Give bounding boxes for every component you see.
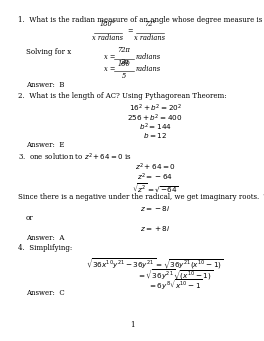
Text: 1: 1 — [130, 321, 134, 329]
Text: =: = — [127, 27, 133, 35]
Text: 5: 5 — [122, 72, 126, 80]
Text: 2π: 2π — [120, 58, 128, 65]
Text: or: or — [26, 214, 34, 222]
Text: Since there is a negative under the radical, we get imaginary roots.  Thus: Since there is a negative under the radi… — [18, 193, 264, 201]
Text: 1.  What is the radian measure of an angle whose degree measure is 72°: 1. What is the radian measure of an angl… — [18, 16, 264, 24]
Text: $z = -8i$: $z = -8i$ — [140, 204, 170, 213]
Text: $= \sqrt{36y^{21}}\sqrt{(x^{10}-1)}$: $= \sqrt{36y^{21}}\sqrt{(x^{10}-1)}$ — [137, 268, 213, 283]
Text: Answer:  E: Answer: E — [26, 141, 64, 149]
Text: 4.  Simplifying:: 4. Simplifying: — [18, 244, 72, 252]
Text: radians: radians — [136, 53, 161, 61]
Text: $z = +8i$: $z = +8i$ — [140, 224, 170, 233]
Text: 180°: 180° — [100, 19, 116, 28]
Text: x =: x = — [104, 65, 115, 73]
Text: $\sqrt{z^2} = \sqrt{-64}$: $\sqrt{z^2} = \sqrt{-64}$ — [132, 182, 178, 195]
Text: Solving for x: Solving for x — [26, 48, 71, 56]
Text: Answer:  C: Answer: C — [26, 289, 65, 297]
Text: $16^2 + b^2 = 20^2$: $16^2 + b^2 = 20^2$ — [129, 103, 181, 114]
Text: $256 + b^2 = 400$: $256 + b^2 = 400$ — [127, 113, 183, 124]
Text: radians: radians — [136, 65, 161, 73]
Text: x =: x = — [104, 53, 115, 61]
Text: 180: 180 — [118, 60, 130, 68]
Text: Answer:  A: Answer: A — [26, 234, 64, 242]
Text: $\sqrt{36x^{10}y^{21} - 36y^{21}} = \sqrt{36y^{21}(x^{10}-1)}$: $\sqrt{36x^{10}y^{21} - 36y^{21}} = \sqr… — [86, 257, 224, 272]
Text: Answer:  B: Answer: B — [26, 81, 64, 89]
Text: 72°: 72° — [144, 19, 156, 28]
Text: $= 6y^8\sqrt{x^{10}-1}$: $= 6y^8\sqrt{x^{10}-1}$ — [148, 278, 202, 293]
Text: 2.  What is the length of AC? Using Pythagorean Theorem:: 2. What is the length of AC? Using Pytha… — [18, 92, 227, 100]
Text: $b = 12$: $b = 12$ — [143, 131, 167, 140]
Text: $z^2 = -64$: $z^2 = -64$ — [137, 172, 173, 183]
Text: x radians: x radians — [92, 34, 124, 42]
Text: 3.  one solution to $z^2 + 64 = 0$ is: 3. one solution to $z^2 + 64 = 0$ is — [18, 152, 131, 163]
Text: $b^2 = 144$: $b^2 = 144$ — [139, 122, 171, 133]
Text: 72π: 72π — [117, 45, 130, 54]
Text: $z^2 + 64 = 0$: $z^2 + 64 = 0$ — [135, 162, 175, 173]
Text: x radians: x radians — [134, 34, 166, 42]
